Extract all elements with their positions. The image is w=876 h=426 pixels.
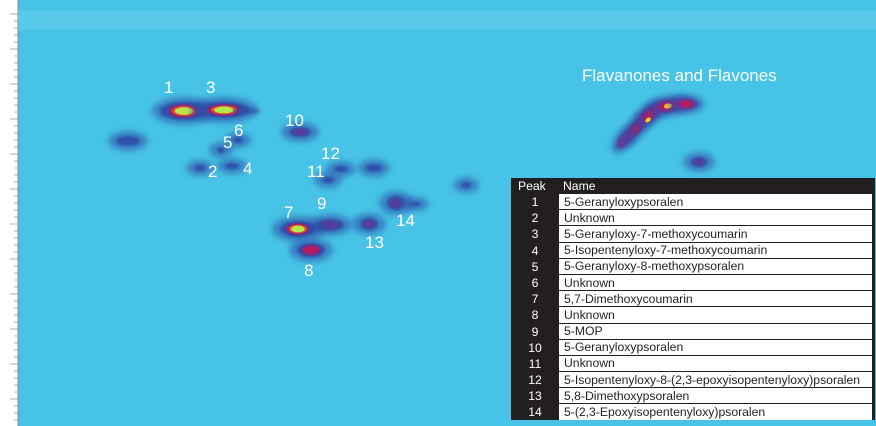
peak-table-row: 1 5-Geranyloxypsoralen [511,194,872,211]
peak-number-cell: 1 [531,195,539,210]
peak-table-row: 7 5,7-Dimethoxycoumarin [511,291,872,308]
peak-spot-5 [217,147,225,153]
compound-name-cell: Unknown [559,307,872,324]
peak-table-row: 8 Unknown [511,307,872,324]
minor-spot [116,136,140,146]
compound-name-cell: Unknown [559,274,872,292]
peak-number-cell: 5 [531,259,539,274]
compound-name-cell: 5-Isopentenyloxy-8-(2,3-epoxyisopentenyl… [559,372,872,389]
peak-number-cell: 12 [528,373,542,388]
minor-spot [409,202,421,206]
y-axis-ticks [10,13,18,421]
peak-table-row: 14 5-(2,3-Epoxyisopentenyloxy)psoralen [511,404,872,420]
peak-label-1: 1 [164,78,174,97]
minor-spot [366,164,382,172]
peak-number-cell: 13 [528,389,542,404]
compound-name-cell: 5-Isopentenyloxy-7-methoxycoumarin [559,242,872,259]
peak-label-2: 2 [208,162,218,181]
peak-spot-7-apex [291,225,305,233]
peak-number-cell: 3 [531,227,539,242]
peak-label-4: 4 [243,159,253,178]
peak-spot-1-apex [174,107,194,115]
compound-name-cell: 5-Geranyloxy-7-methoxycoumarin [559,226,872,243]
peak-label-8: 8 [304,261,314,280]
peak-spot-13-mid [362,219,376,229]
peak-label-7: 7 [284,203,294,222]
peak-table-row: 6 Unknown [511,274,872,292]
ridge-spot [616,131,632,149]
flavanones-flavones-label: Flavanones and Flavones [582,66,777,85]
peak-label-11: 11 [307,162,325,181]
peak-number-cell: 14 [528,405,542,420]
peak-label-9: 9 [317,194,327,213]
peak-number-cell: 6 [531,276,539,291]
peak-table-header: Peak Name [511,178,872,194]
peak-spot-4 [225,163,239,169]
compound-name-cell: Unknown [559,210,872,227]
peak-label-10: 10 [285,111,304,130]
peak-label-14: 14 [396,211,415,230]
peak-label-12: 12 [321,144,340,163]
peak-table-row: 11 Unknown [511,355,872,373]
peak-table-row: 10 5-Geranyloxypsoralen [511,339,872,356]
peak-spot-12 [334,166,348,172]
compound-name-cell: 5-Geranyloxypsoralen [559,339,872,356]
minor-spot [461,182,471,188]
peak-label-6: 6 [234,121,244,140]
ridge-core [679,100,693,108]
peak-spot-3-apex [214,106,234,114]
compound-name-cell: 5-Geranyloxypsoralen [559,194,872,211]
peak-table-row: 9 5-MOP [511,323,872,340]
top-band [18,10,876,30]
peak-table-row: 5 5-Geranyloxy-8-methoxypsoralen [511,258,872,275]
name-column-header: Name [563,179,596,193]
peak-number-cell: 8 [531,308,539,323]
y-axis-strip [0,0,18,426]
peak-column-header: Peak [518,179,546,193]
peak-number-cell: 10 [528,340,542,355]
peak-table-row: 13 5,8-Dimethoxypsoralen [511,388,872,405]
peak-spot-14-mid [389,198,403,208]
peak-spot-8-high [302,245,320,255]
peak-tail [308,225,328,231]
peak-number-cell: 4 [531,243,539,258]
peak-label-3: 3 [206,78,216,97]
peak-spot-6 [233,137,243,143]
peak-number-cell: 7 [531,292,539,307]
peak-table-row: 12 5-Isopentenyloxy-8-(2,3-epoxyisopenten… [511,372,872,389]
compound-name-cell: 5-Geranyloxy-8-methoxypsoralen [559,258,872,275]
minor-spot-mid [693,158,705,166]
peak-table-row: 4 5-Isopentenyloxy-7-methoxycoumarin [511,242,872,259]
peak-number-cell: 9 [531,324,539,339]
compound-name-cell: 5-(2,3-Epoxyisopentenyloxy)psoralen [559,404,872,420]
peak-spot-2 [194,165,206,171]
compound-name-cell: 5,8-Dimethoxypsoralen [559,388,872,405]
compound-name-cell: Unknown [559,355,872,373]
peak-label-5: 5 [223,133,233,152]
peak-spots [108,97,715,262]
flavone-ridge [611,94,704,154]
compound-name-cell: 5,7-Dimethoxycoumarin [559,291,872,308]
peak-tail [232,108,260,114]
peak-table-row: 2 Unknown [511,210,872,227]
peak-spot-10-mid [292,128,308,136]
peak-number-cell: 2 [531,211,539,226]
peak-legend-table: Peak Name 1 5-Geranyloxypsoralen 2 Unknown 3… [511,178,875,420]
peak-label-13: 13 [365,233,384,252]
peak-number-cell: 11 [528,356,542,371]
compound-name-cell: 5-MOP [559,323,872,340]
peak-table-row: 3 5-Geranyloxy-7-methoxycoumarin [511,226,872,243]
ridge-apex [645,117,651,123]
peak-spot-11 [322,177,334,183]
